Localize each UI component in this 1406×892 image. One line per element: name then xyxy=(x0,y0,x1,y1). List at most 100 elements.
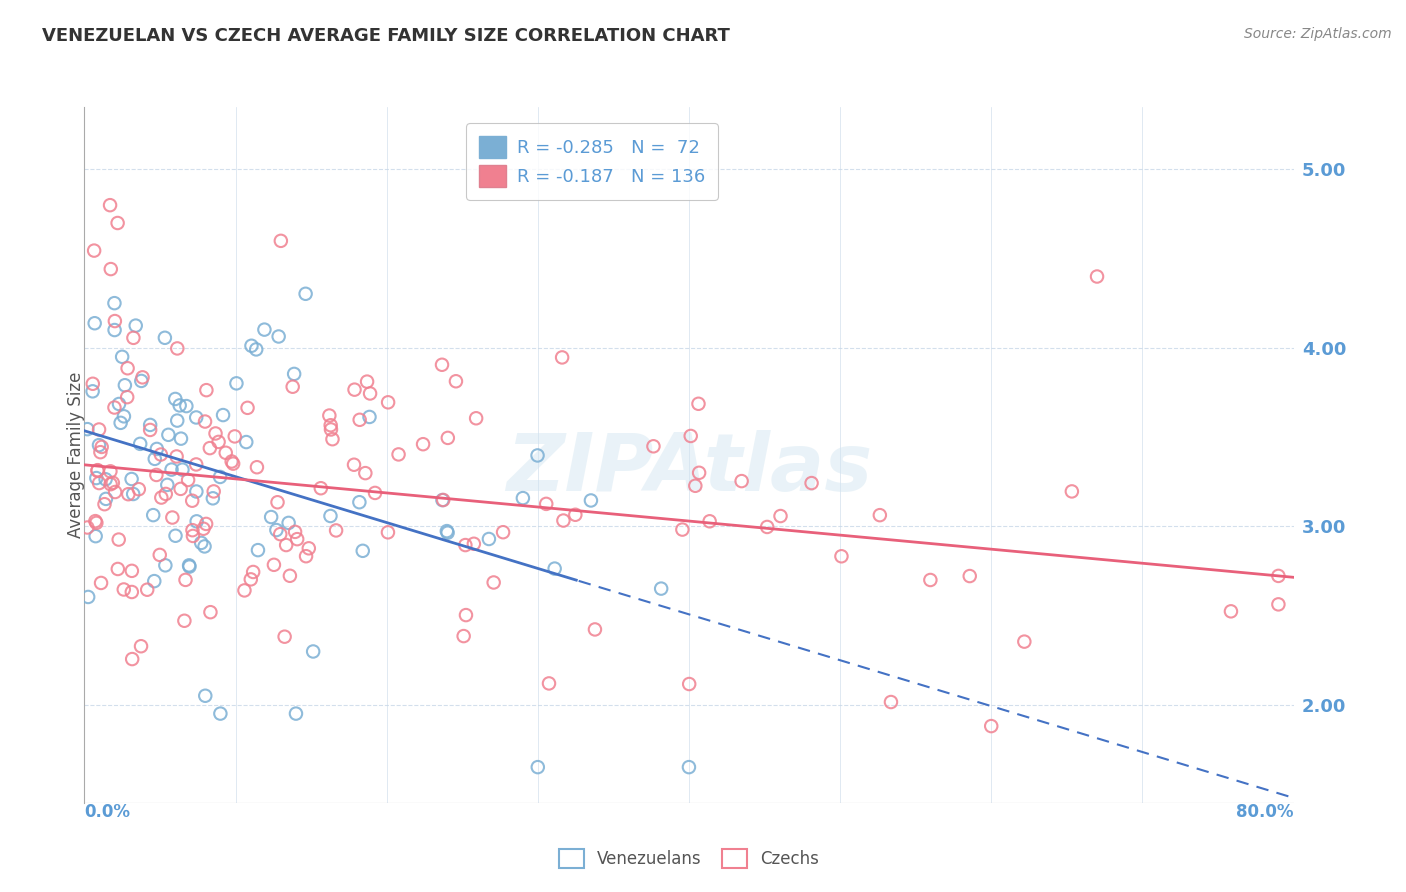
Point xyxy=(193,522,215,536)
Point xyxy=(153,331,176,345)
Point xyxy=(198,441,221,455)
Point xyxy=(98,198,121,212)
Point xyxy=(266,523,288,537)
Point xyxy=(432,493,454,508)
Point xyxy=(112,582,135,597)
Point xyxy=(266,495,288,509)
Point xyxy=(325,524,347,538)
Point xyxy=(121,652,143,666)
Point xyxy=(104,485,127,500)
Point xyxy=(1267,598,1289,612)
Point xyxy=(104,323,127,337)
Text: 0.0%: 0.0% xyxy=(84,803,131,821)
Point xyxy=(278,568,301,582)
Point xyxy=(437,431,460,445)
Point xyxy=(430,358,453,372)
Point xyxy=(194,689,217,703)
Point xyxy=(194,415,217,429)
Point xyxy=(128,482,150,496)
Point xyxy=(186,410,208,425)
Point xyxy=(173,614,195,628)
Point xyxy=(343,458,366,472)
Point xyxy=(543,561,565,575)
Point xyxy=(104,314,127,328)
Point xyxy=(84,529,107,543)
Text: 80.0%: 80.0% xyxy=(1236,803,1294,821)
Point xyxy=(129,437,152,451)
Point xyxy=(298,541,321,556)
Text: VENEZUELAN VS CZECH AVERAGE FAMILY SIZE CORRELATION CHART: VENEZUELAN VS CZECH AVERAGE FAMILY SIZE … xyxy=(42,27,730,45)
Point xyxy=(193,540,215,554)
Point xyxy=(179,559,201,574)
Point xyxy=(160,462,183,476)
Point xyxy=(172,463,194,477)
Point xyxy=(284,524,307,539)
Point xyxy=(139,423,162,437)
Point xyxy=(270,234,292,248)
Point xyxy=(880,695,903,709)
Point xyxy=(186,514,208,528)
Point xyxy=(294,286,316,301)
Point xyxy=(678,677,700,691)
Point xyxy=(131,370,153,384)
Point xyxy=(122,331,145,345)
Point xyxy=(319,418,342,433)
Point xyxy=(1219,604,1241,618)
Point xyxy=(174,573,197,587)
Point xyxy=(162,510,184,524)
Point xyxy=(478,532,501,546)
Point xyxy=(204,426,226,441)
Point xyxy=(176,399,198,413)
Point xyxy=(1085,269,1108,284)
Point xyxy=(87,422,110,436)
Point xyxy=(76,422,98,436)
Point xyxy=(165,392,187,406)
Point xyxy=(1060,484,1083,499)
Point xyxy=(201,491,224,506)
Point xyxy=(463,537,485,551)
Point xyxy=(166,450,188,464)
Point xyxy=(756,520,779,534)
Point xyxy=(285,532,308,546)
Point xyxy=(352,544,374,558)
Point xyxy=(114,378,136,392)
Point xyxy=(209,470,232,484)
Point xyxy=(650,582,672,596)
Point xyxy=(207,434,229,449)
Point xyxy=(432,493,454,508)
Point xyxy=(146,442,169,456)
Point xyxy=(482,575,505,590)
Y-axis label: Average Family Size: Average Family Size xyxy=(67,372,84,538)
Point xyxy=(202,484,225,499)
Point xyxy=(177,473,200,487)
Point xyxy=(107,216,129,230)
Point xyxy=(212,408,235,422)
Point xyxy=(94,491,117,506)
Point xyxy=(260,510,283,524)
Point xyxy=(285,706,308,721)
Point xyxy=(454,538,477,552)
Point xyxy=(190,536,212,550)
Point xyxy=(537,676,560,690)
Point xyxy=(195,383,218,397)
Point xyxy=(165,529,187,543)
Point xyxy=(149,448,172,462)
Point xyxy=(354,466,377,480)
Point xyxy=(527,760,550,774)
Point xyxy=(100,464,122,478)
Point xyxy=(77,590,100,604)
Point xyxy=(86,471,108,485)
Point xyxy=(318,409,340,423)
Point xyxy=(239,572,262,586)
Point xyxy=(679,429,702,443)
Point xyxy=(235,435,257,450)
Point xyxy=(730,474,752,488)
Text: ZIPAtlas: ZIPAtlas xyxy=(506,430,872,508)
Point xyxy=(139,417,162,432)
Point xyxy=(526,449,548,463)
Point xyxy=(169,398,191,412)
Point xyxy=(959,569,981,583)
Point xyxy=(769,509,792,524)
Point xyxy=(117,487,139,501)
Point xyxy=(94,472,117,486)
